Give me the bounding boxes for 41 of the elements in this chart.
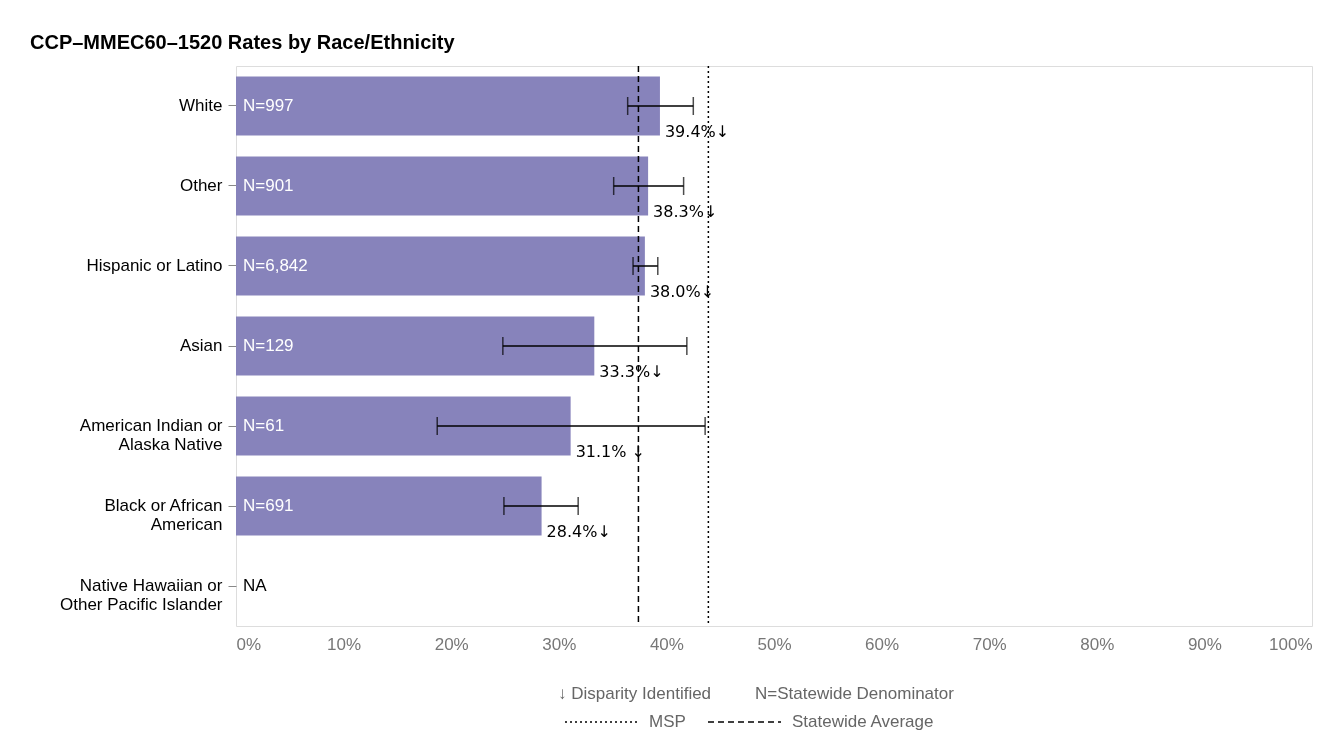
bar [236, 236, 645, 296]
bar [236, 396, 571, 456]
x-tick-label: 20% [434, 634, 469, 654]
x-tick-label: 0% [236, 634, 262, 654]
x-tick-label: 100% [1269, 634, 1313, 654]
data-label: 39.4%↓ [664, 122, 730, 141]
annotation: N=61 [243, 416, 285, 435]
data-label: 38.0%↓ [649, 282, 715, 301]
y-tick-label: Native Hawaiian or Other Pacific Islander [59, 576, 223, 614]
text: ↓ Disparity Identified [558, 684, 712, 703]
annotation: N=901 [243, 176, 294, 195]
y-tick-label: Hispanic or Latino [86, 256, 223, 275]
x-tick-label: 90% [1187, 634, 1222, 654]
annotation: N=6,842 [243, 256, 308, 275]
data-label: 33.3%↓ [599, 362, 664, 381]
x-tick-label: 30% [542, 634, 577, 654]
data-label: 38.3%↓ [653, 202, 718, 221]
y-tick-label: Other [179, 176, 223, 195]
x-tick-label: 80% [1080, 634, 1115, 654]
annotation: N=129 [243, 336, 294, 355]
y-tick-label: White [179, 96, 223, 115]
legend-label: MSP [649, 712, 686, 731]
bar [236, 76, 660, 136]
x-tick-label: 60% [865, 634, 900, 654]
x-tick-label: 70% [972, 634, 1007, 654]
text: N=Statewide Denominator [755, 684, 955, 703]
annotation: NA [243, 576, 268, 595]
annotation: N=691 [243, 496, 294, 515]
x-tick-label: 50% [757, 634, 792, 654]
x-tick-label: 40% [649, 634, 684, 654]
bar [236, 316, 595, 376]
legend-label: Statewide Average [792, 712, 934, 731]
chart-title: CCP–MMEC60–1520 Rates by Race/Ethnicity [30, 31, 456, 54]
y-tick-label: Black or African American [104, 496, 223, 534]
data-label: 28.4%↓ [546, 522, 611, 541]
y-tick-label: American Indian or Alaska Native [79, 416, 223, 454]
y-tick-label: Asian [179, 336, 223, 355]
x-tick-label: 10% [327, 634, 362, 654]
bar [236, 156, 649, 216]
bar [236, 476, 542, 536]
annotation: N=997 [243, 96, 294, 115]
